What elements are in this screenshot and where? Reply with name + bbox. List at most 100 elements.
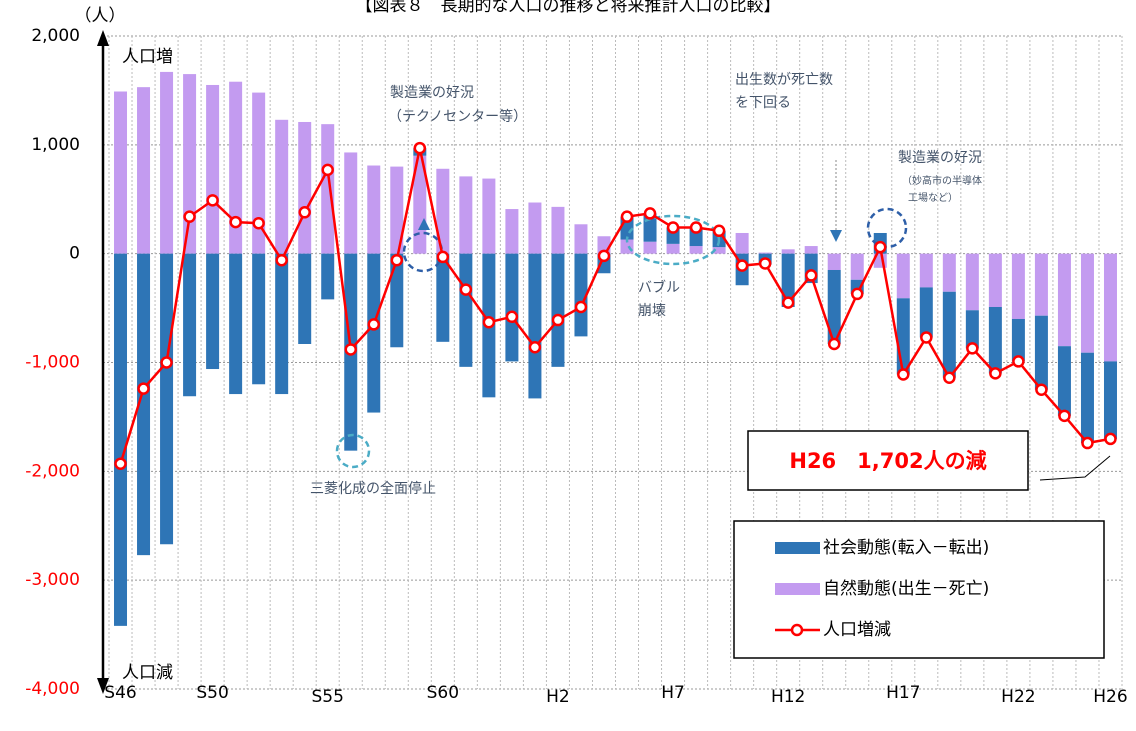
bar — [735, 232, 749, 254]
bar — [1011, 318, 1025, 362]
bar — [804, 246, 818, 254]
bar — [505, 209, 519, 254]
arrow-down — [97, 678, 109, 694]
line-marker — [459, 283, 473, 296]
bar — [275, 253, 289, 395]
line-marker — [551, 313, 565, 327]
bar — [206, 84, 220, 254]
bar — [942, 253, 956, 292]
bar — [482, 178, 496, 254]
circle — [625, 214, 721, 266]
annotation: 工場など） — [908, 191, 958, 204]
x-tick-label: S46 — [104, 683, 136, 703]
bar — [574, 224, 588, 254]
line-marker — [620, 210, 634, 223]
line-marker — [897, 368, 910, 381]
line-marker — [137, 382, 150, 395]
y-tick-label: -4,000 — [25, 679, 80, 699]
y-tick-label: -3,000 — [25, 570, 80, 590]
bar — [919, 287, 933, 338]
line-marker — [528, 341, 542, 354]
bar — [390, 253, 404, 348]
legend-label: 自然動態(出生－死亡) — [823, 579, 989, 599]
line-marker — [183, 210, 196, 223]
annotation: 崩壊 — [638, 303, 666, 319]
bar — [551, 253, 565, 367]
bar — [1080, 253, 1094, 353]
bar — [1034, 253, 1048, 316]
circle — [866, 207, 908, 249]
legend-label: 人口増減 — [823, 620, 891, 640]
line-marker — [712, 224, 726, 238]
bar — [528, 202, 542, 254]
line-marker — [367, 318, 381, 331]
line-marker — [1081, 436, 1094, 450]
bar — [1011, 253, 1025, 319]
line-marker — [804, 269, 818, 282]
bar — [827, 269, 841, 344]
x-tick-label: S50 — [196, 683, 228, 703]
line-marker — [344, 343, 357, 356]
line-marker — [160, 356, 173, 369]
annotation: 製造業の好況 — [390, 85, 474, 101]
bar — [1103, 361, 1117, 439]
x-tick-label: H7 — [661, 683, 685, 703]
y-tick-label: 2,000 — [31, 26, 80, 46]
bar — [1057, 253, 1071, 347]
bar — [1057, 346, 1071, 416]
bar — [643, 241, 657, 254]
pointer — [830, 230, 842, 242]
line-marker — [229, 215, 242, 229]
bar — [252, 253, 266, 385]
bar — [1103, 253, 1117, 362]
line-marker — [1012, 355, 1025, 368]
line-layer — [114, 141, 1117, 470]
axis-note: 人口減 — [122, 663, 173, 683]
line-marker — [781, 296, 795, 309]
bar — [367, 165, 381, 254]
bar — [252, 92, 266, 254]
line-marker — [1058, 409, 1071, 423]
bar — [988, 306, 1002, 374]
line-marker — [989, 367, 1002, 380]
x-tick-label: H12 — [771, 687, 805, 707]
bar — [988, 253, 1002, 307]
bar — [965, 253, 979, 311]
bar — [505, 253, 519, 362]
bar — [850, 253, 864, 280]
x-tick-label: H2 — [546, 687, 570, 707]
line-marker — [574, 300, 588, 314]
circle — [335, 433, 371, 469]
line-marker — [874, 240, 887, 254]
y-tick-label: -2,000 — [25, 461, 80, 481]
annotation: を下回る — [735, 95, 791, 111]
legend-items: 社会動態(転入－転出) 自然動態(出生－死亡) 人口増減 — [775, 538, 989, 640]
line-marker — [275, 253, 288, 267]
callout: H26 1,702人の減 — [789, 449, 986, 473]
bar — [712, 247, 726, 254]
bar — [528, 253, 542, 399]
bar — [781, 249, 795, 254]
line-marker — [321, 163, 334, 177]
line-marker — [252, 216, 265, 230]
legend-swatch — [775, 542, 820, 554]
annotation: （テクノセンター等） — [388, 108, 527, 125]
bar — [183, 253, 197, 397]
bar — [919, 253, 933, 288]
bar — [390, 166, 404, 254]
bar — [229, 81, 243, 254]
annotation: （妙高市の半導体 — [902, 174, 982, 187]
bar — [137, 253, 151, 556]
line-marker — [735, 259, 749, 272]
bar — [114, 253, 128, 626]
bar — [298, 253, 312, 344]
chart-title: 【図表８ 長期的な人口の推移と将来推計人口の比較】 — [356, 0, 781, 16]
bar — [965, 310, 979, 349]
line-marker — [1104, 432, 1117, 446]
bar — [436, 168, 450, 254]
bar — [160, 253, 174, 545]
x-tick-label: S60 — [427, 683, 459, 703]
y-tick-label: 0 — [69, 244, 80, 264]
bar — [781, 253, 795, 307]
